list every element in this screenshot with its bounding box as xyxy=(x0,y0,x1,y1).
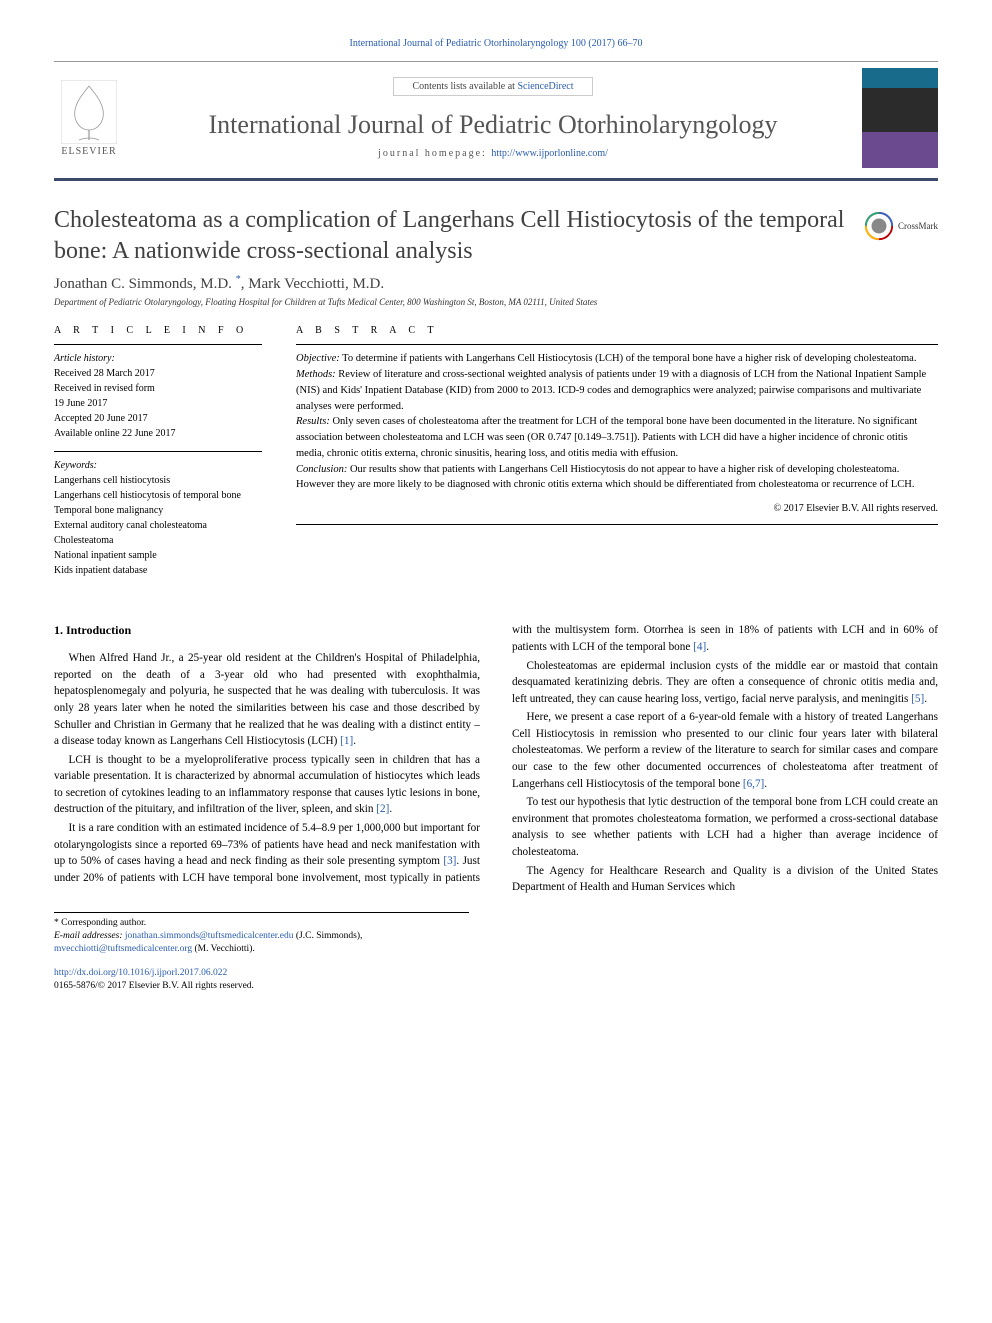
info-abstract-row: A R T I C L E I N F O Article history: R… xyxy=(54,325,938,588)
abstract-label: Conclusion: xyxy=(296,464,347,475)
keyword: Langerhans cell histiocytosis of tempora… xyxy=(54,488,262,503)
keyword: External auditory canal cholesteatoma xyxy=(54,518,262,533)
elsevier-tree-icon xyxy=(61,80,117,144)
sciencedirect-link[interactable]: ScienceDirect xyxy=(517,81,573,92)
ref-link[interactable]: [5] xyxy=(911,693,924,705)
keyword: Temporal bone malignancy xyxy=(54,503,262,518)
journal-cover-thumb xyxy=(862,68,938,168)
email-line: E-mail addresses: jonathan.simmonds@tuft… xyxy=(54,930,469,957)
abstract-block: Objective: To determine if patients with… xyxy=(296,344,938,525)
abstract-text: Review of literature and cross-sectional… xyxy=(296,369,926,412)
email-link[interactable]: mvecchiotti@tuftsmedicalcenter.org xyxy=(54,944,192,954)
crossmark-icon xyxy=(864,211,894,241)
section-heading: 1. Introduction xyxy=(54,622,480,640)
issn-line: 0165-5876/© 2017 Elsevier B.V. All right… xyxy=(54,981,254,991)
corresponding-marker: * xyxy=(236,274,241,285)
abstract-section: Objective: To determine if patients with… xyxy=(296,351,938,367)
doi-block: http://dx.doi.org/10.1016/j.ijporl.2017.… xyxy=(54,967,938,994)
abstract-text: To determine if patients with Langerhans… xyxy=(340,353,917,364)
footnote-block: * Corresponding author. E-mail addresses… xyxy=(54,912,469,957)
abstract-copyright: © 2017 Elsevier B.V. All rights reserved… xyxy=(296,501,938,516)
history-label: Article history: xyxy=(54,351,262,366)
page: International Journal of Pediatric Otorh… xyxy=(0,0,992,1033)
abstract-label: Objective: xyxy=(296,353,340,364)
journal-header: ELSEVIER Contents lists available at Sci… xyxy=(54,61,938,181)
header-center: Contents lists available at ScienceDirec… xyxy=(136,77,850,159)
doi-link[interactable]: http://dx.doi.org/10.1016/j.ijporl.2017.… xyxy=(54,968,227,978)
elsevier-logo: ELSEVIER xyxy=(54,74,124,162)
abstract-label: Methods: xyxy=(296,369,336,380)
ref-link[interactable]: [2] xyxy=(376,803,389,815)
keywords-block: Keywords: Langerhans cell histiocytosis … xyxy=(54,451,262,578)
keywords-label: Keywords: xyxy=(54,458,262,473)
history-line: Available online 22 June 2017 xyxy=(54,426,262,441)
body-paragraph: To test our hypothesis that lytic destru… xyxy=(512,794,938,860)
abstract-label: Results: xyxy=(296,416,330,427)
body-columns: 1. Introduction When Alfred Hand Jr., a … xyxy=(54,622,938,895)
history-line: Received in revised form xyxy=(54,381,262,396)
body-paragraph: Here, we present a case report of a 6-ye… xyxy=(512,709,938,792)
keyword: Cholesteatoma xyxy=(54,533,262,548)
email-who: (J.C. Simmonds), xyxy=(294,931,363,941)
email-link[interactable]: jonathan.simmonds@tuftsmedicalcenter.edu xyxy=(125,931,294,941)
keyword: Kids inpatient database xyxy=(54,563,262,578)
abstract-column: A B S T R A C T Objective: To determine … xyxy=(296,325,938,588)
body-paragraph: Cholesteatomas are epidermal inclusion c… xyxy=(512,658,938,708)
homepage-link[interactable]: http://www.ijporlonline.com/ xyxy=(491,148,608,159)
homepage-line: journal homepage: http://www.ijporlonlin… xyxy=(136,148,850,159)
abstract-end-rule xyxy=(296,524,938,525)
homepage-prefix: journal homepage: xyxy=(378,148,491,159)
body-paragraph: When Alfred Hand Jr., a 25-year old resi… xyxy=(54,650,480,749)
history-line: 19 June 2017 xyxy=(54,396,262,411)
keyword: Langerhans cell histiocytosis xyxy=(54,473,262,488)
keyword: National inpatient sample xyxy=(54,548,262,563)
abstract-heading: A B S T R A C T xyxy=(296,325,938,336)
contents-prefix: Contents lists available at xyxy=(412,81,517,92)
abstract-text: Our results show that patients with Lang… xyxy=(296,464,915,491)
body-paragraph: The Agency for Healthcare Research and Q… xyxy=(512,863,938,896)
top-citation: International Journal of Pediatric Otorh… xyxy=(54,38,938,49)
abstract-section: Results: Only seven cases of cholesteato… xyxy=(296,414,938,461)
article-title: Cholesteatoma as a complication of Lange… xyxy=(54,205,848,266)
abstract-text: Only seven cases of cholesteatoma after … xyxy=(296,416,917,459)
journal-name: International Journal of Pediatric Otorh… xyxy=(136,110,850,140)
ref-link[interactable]: [6,7] xyxy=(743,778,764,790)
crossmark-badge[interactable]: CrossMark xyxy=(864,211,938,241)
history-line: Received 28 March 2017 xyxy=(54,366,262,381)
ref-link[interactable]: [1] xyxy=(340,735,353,747)
title-row: Cholesteatoma as a complication of Lange… xyxy=(54,205,938,266)
abstract-section: Methods: Review of literature and cross-… xyxy=(296,367,938,414)
email-who: (M. Vecchiotti). xyxy=(192,944,255,954)
ref-link[interactable]: [3] xyxy=(443,855,456,867)
crossmark-label: CrossMark xyxy=(898,221,938,231)
corresponding-author: * Corresponding author. xyxy=(54,917,469,930)
ref-link[interactable]: [4] xyxy=(693,641,706,653)
article-history-block: Article history: Received 28 March 2017 … xyxy=(54,344,262,441)
abstract-section: Conclusion: Our results show that patien… xyxy=(296,462,938,494)
article-info-heading: A R T I C L E I N F O xyxy=(54,325,262,336)
contents-line: Contents lists available at ScienceDirec… xyxy=(393,77,592,96)
article-info-column: A R T I C L E I N F O Article history: R… xyxy=(54,325,262,588)
authors: Jonathan C. Simmonds, M.D. *, Mark Vecch… xyxy=(54,274,938,293)
email-label: E-mail addresses: xyxy=(54,931,123,941)
affiliation: Department of Pediatric Otolaryngology, … xyxy=(54,297,938,307)
body-paragraph: LCH is thought to be a myeloproliferativ… xyxy=(54,752,480,818)
history-line: Accepted 20 June 2017 xyxy=(54,411,262,426)
publisher-label: ELSEVIER xyxy=(61,146,116,157)
